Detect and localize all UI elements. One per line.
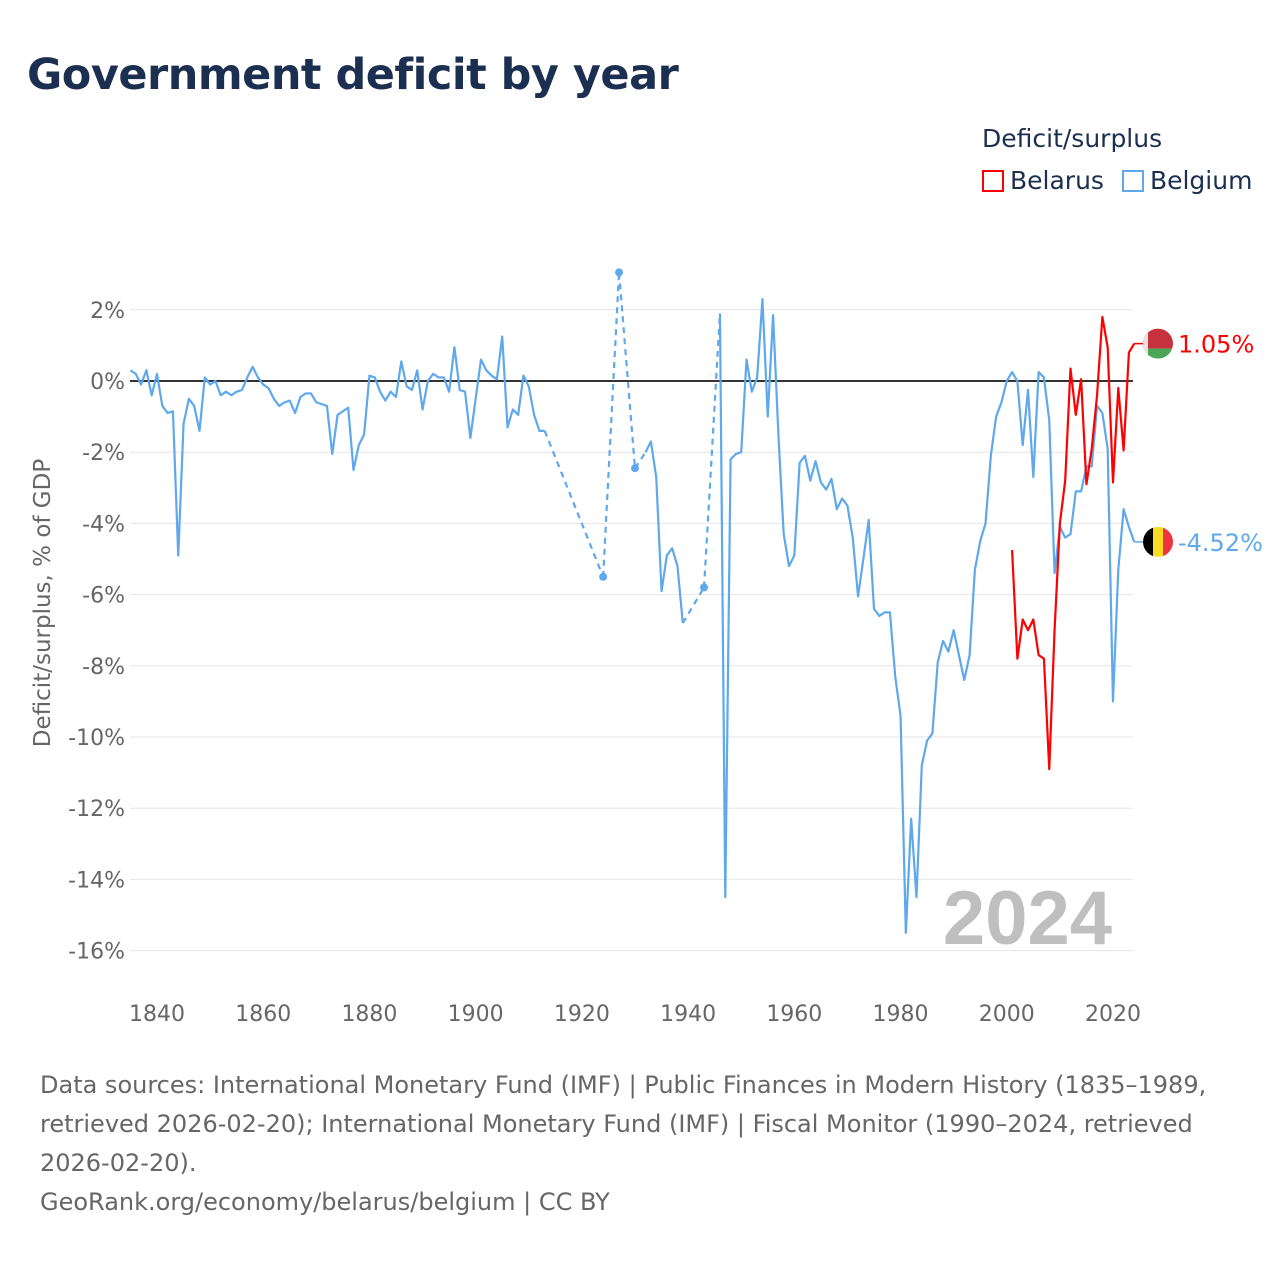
- legend: Belarus Belgium: [982, 166, 1252, 195]
- legend-swatch-belgium: [1121, 169, 1144, 192]
- x-tick-label: 1900: [448, 1002, 504, 1027]
- y-tick-label: -16%: [68, 940, 125, 965]
- y-tick-label: -14%: [68, 868, 125, 893]
- series-line-belarus: [1010, 315, 1136, 771]
- series-line-belgium: [644, 440, 684, 624]
- chart-title: Government deficit by year: [27, 50, 679, 100]
- data-point-belgium: [630, 464, 639, 473]
- y-axis-label: Deficit/surplus, % of GDP: [30, 459, 56, 748]
- series-gap-belgium: [617, 272, 637, 469]
- data-point-belgium: [599, 572, 608, 581]
- y-tick-label: -4%: [82, 512, 125, 537]
- legend-item-belarus[interactable]: Belarus: [982, 166, 1104, 195]
- x-tick-label: 2020: [1085, 1002, 1141, 1027]
- y-tick-label: -6%: [82, 584, 125, 609]
- series-line-belgium: [129, 335, 545, 557]
- x-tick-label: 1860: [235, 1002, 291, 1027]
- footer: Data sources: International Monetary Fun…: [40, 1066, 1240, 1222]
- x-tick-label: 1980: [873, 1002, 929, 1027]
- year-watermark: 2024: [943, 876, 1112, 961]
- series-gap-belgium: [543, 430, 605, 578]
- x-tick-label: 1840: [129, 1002, 185, 1027]
- series-gap-belgium: [602, 272, 621, 577]
- end-label-belarus: 1.05%: [1178, 331, 1254, 359]
- x-tick-label: 2000: [979, 1002, 1035, 1027]
- flag-belgium-icon: [1143, 526, 1173, 557]
- data-sources: Data sources: International Monetary Fun…: [40, 1071, 1207, 1177]
- y-tick-label: -2%: [82, 441, 125, 466]
- legend-item-belgium[interactable]: Belgium: [1121, 166, 1253, 195]
- x-tick-label: 1880: [341, 1002, 397, 1027]
- data-point-belgium: [615, 268, 624, 277]
- x-tick-label: 1920: [554, 1002, 610, 1027]
- legend-title: Deficit/surplus: [982, 124, 1163, 153]
- y-tick-label: 0%: [90, 370, 125, 395]
- legend-swatch-belarus: [982, 169, 1004, 192]
- flag-belarus-icon: [1143, 328, 1173, 359]
- legend-label-belgium: Belgium: [1149, 166, 1253, 195]
- series-gap-belgium: [702, 313, 722, 588]
- end-label-belgium: -4.52%: [1178, 529, 1263, 557]
- y-tick-label: -10%: [68, 726, 125, 751]
- credit-link[interactable]: GeoRank.org/economy/belarus/belgium | CC…: [40, 1188, 610, 1216]
- y-tick-label: 2%: [90, 299, 125, 324]
- legend-label-belarus: Belarus: [1010, 166, 1104, 195]
- x-tick-label: 1940: [660, 1002, 716, 1027]
- series-line-belgium: [718, 298, 1136, 934]
- y-tick-label: -12%: [68, 797, 125, 822]
- data-point-belgium: [700, 583, 709, 592]
- y-tick-label: -8%: [82, 655, 125, 680]
- x-tick-label: 1960: [766, 1002, 822, 1027]
- series-gap-belgium: [681, 586, 705, 624]
